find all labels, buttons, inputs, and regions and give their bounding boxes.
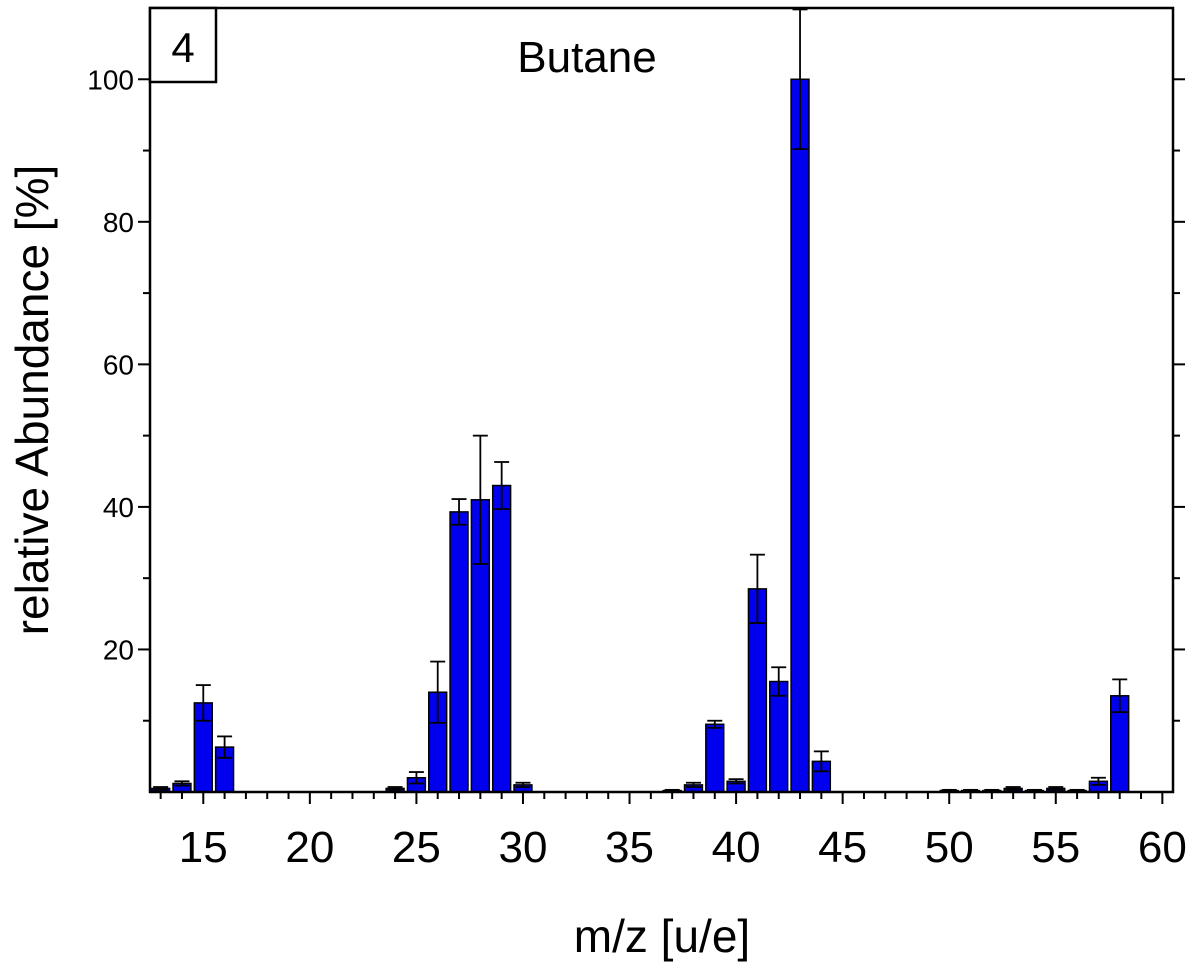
y-axis-title: relative Abundance [%]	[6, 165, 58, 636]
panel-label-border	[148, 6, 218, 84]
error-bar-mz-25	[408, 771, 424, 785]
x-tick-label: 60	[1138, 823, 1187, 872]
plot-frame	[148, 6, 1175, 794]
error-bar-mz-24	[387, 786, 403, 791]
panel-label: 4	[171, 24, 194, 71]
axis-ticks-group: 15 20 25 30 35 40 45 50 55 60 20 40 60 80 100	[87, 64, 1187, 872]
error-bar-mz-53	[1005, 786, 1021, 791]
bars-group	[150, 78, 1130, 793]
error-bar-mz-29	[494, 461, 510, 510]
x-tick-label: 20	[285, 823, 334, 872]
error-bar-mz-16	[217, 735, 233, 759]
x-tick-label: 50	[925, 823, 974, 872]
error-bar-mz-57	[1090, 776, 1106, 786]
error-bar-mz-42	[771, 666, 787, 697]
error-bar-mz-58	[1112, 678, 1128, 714]
y-tick-label: 100	[87, 64, 134, 95]
error-bar-mz-55	[1048, 786, 1064, 791]
x-tick-label: 55	[1031, 823, 1080, 872]
error-bar-mz-40	[728, 778, 744, 785]
error-bar-mz-26	[430, 660, 446, 724]
bar-mz-42	[769, 680, 789, 793]
error-bars-group	[153, 8, 1128, 793]
error-bar-mz-15	[195, 684, 211, 722]
error-bar-mz-27	[451, 498, 467, 526]
x-axis-title: m/z [u/e]	[574, 910, 750, 962]
bar-mz-29	[491, 484, 512, 793]
error-bar-mz-39	[707, 719, 723, 729]
error-bar-mz-28	[472, 434, 488, 565]
error-bar-mz-38	[685, 781, 701, 788]
chart-title: Butane	[517, 33, 656, 82]
error-bar-mz-41	[749, 553, 765, 624]
x-tick-label: 25	[392, 823, 441, 872]
x-tick-label: 15	[179, 823, 228, 872]
error-bar-mz-13	[153, 786, 169, 791]
bar-mz-27	[449, 511, 469, 793]
y-tick-label: 60	[103, 349, 134, 380]
error-bar-mz-14	[174, 780, 190, 787]
error-bar-mz-43	[792, 8, 808, 151]
x-tick-label: 45	[818, 823, 867, 872]
error-bar-mz-44	[813, 750, 829, 773]
panel-label-box: 4	[148, 6, 218, 84]
x-tick-label: 40	[712, 823, 761, 872]
error-bar-mz-30	[515, 781, 531, 788]
y-tick-label: 80	[103, 207, 134, 238]
y-tick-label: 20	[103, 634, 134, 665]
bar-mz-43	[790, 78, 810, 793]
y-tick-label: 40	[103, 492, 134, 523]
x-tick-label: 35	[605, 823, 654, 872]
x-tick-label: 30	[498, 823, 547, 872]
bar-mz-39	[705, 723, 725, 793]
